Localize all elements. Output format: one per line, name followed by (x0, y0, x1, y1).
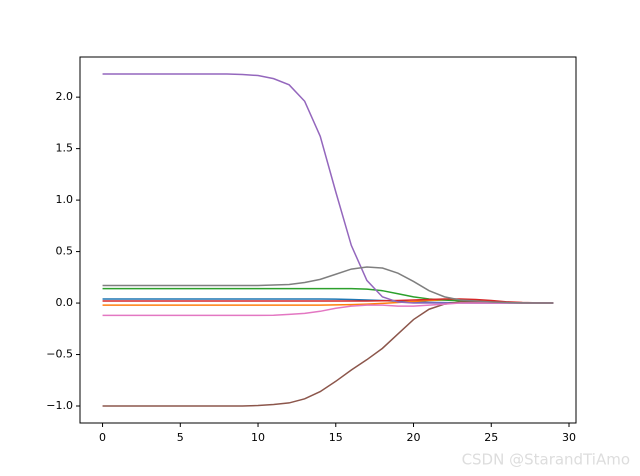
x-tick-label: 5 (177, 431, 184, 444)
x-tick-label: 25 (484, 431, 498, 444)
y-tick-label: −0.5 (46, 348, 73, 361)
y-tick-label: 1.5 (56, 142, 74, 155)
x-tick-label: 0 (99, 431, 106, 444)
series-line (102, 73, 554, 304)
watermark: CSDN @StarandTiAmo (462, 451, 630, 469)
series-line (102, 298, 554, 304)
y-tick-label: 1.0 (56, 193, 74, 206)
x-tick-label: 10 (251, 431, 265, 444)
series-line (102, 302, 554, 317)
series-line (102, 266, 554, 304)
y-tick-label: 2.0 (56, 90, 74, 103)
y-tick-label: 0.5 (56, 245, 74, 258)
x-tick-label: 15 (329, 431, 343, 444)
x-tick-label: 20 (407, 431, 421, 444)
series-line (102, 301, 554, 407)
y-tick-label: −1.0 (46, 399, 73, 412)
y-tick-label: 0.0 (56, 296, 74, 309)
plot-frame (79, 56, 577, 424)
x-tick-label: 30 (562, 431, 576, 444)
